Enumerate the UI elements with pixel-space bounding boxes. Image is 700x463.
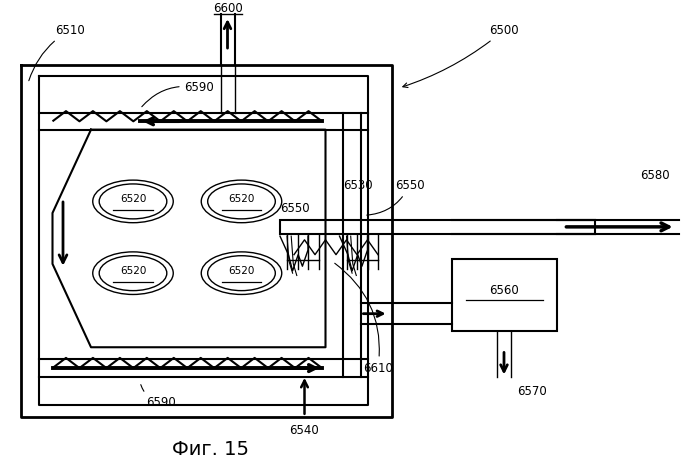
Text: 6510: 6510 xyxy=(29,24,85,81)
Ellipse shape xyxy=(92,252,174,294)
FancyBboxPatch shape xyxy=(452,259,556,331)
Text: 6500: 6500 xyxy=(402,24,519,88)
Text: 6580: 6580 xyxy=(640,169,669,182)
Text: 6530: 6530 xyxy=(343,179,372,192)
Text: 6590: 6590 xyxy=(142,81,214,106)
Ellipse shape xyxy=(202,180,281,223)
Ellipse shape xyxy=(202,252,281,294)
Text: 6520: 6520 xyxy=(228,266,255,276)
Text: 6590: 6590 xyxy=(141,385,176,409)
Ellipse shape xyxy=(208,256,275,291)
Text: 6550: 6550 xyxy=(280,202,309,215)
Text: 6520: 6520 xyxy=(120,266,146,276)
Text: 6570: 6570 xyxy=(517,385,547,398)
Text: 6550: 6550 xyxy=(367,179,424,215)
Text: 6560: 6560 xyxy=(489,284,519,297)
Ellipse shape xyxy=(99,184,167,219)
Text: 6600: 6600 xyxy=(213,2,242,15)
Text: Фиг. 15: Фиг. 15 xyxy=(172,439,248,459)
Ellipse shape xyxy=(99,256,167,291)
Text: 6610: 6610 xyxy=(335,263,393,375)
Text: 6540: 6540 xyxy=(290,424,319,437)
FancyBboxPatch shape xyxy=(280,220,595,234)
Ellipse shape xyxy=(208,184,275,219)
Ellipse shape xyxy=(92,180,174,223)
Text: 6520: 6520 xyxy=(120,194,146,204)
Text: 6520: 6520 xyxy=(228,194,255,204)
